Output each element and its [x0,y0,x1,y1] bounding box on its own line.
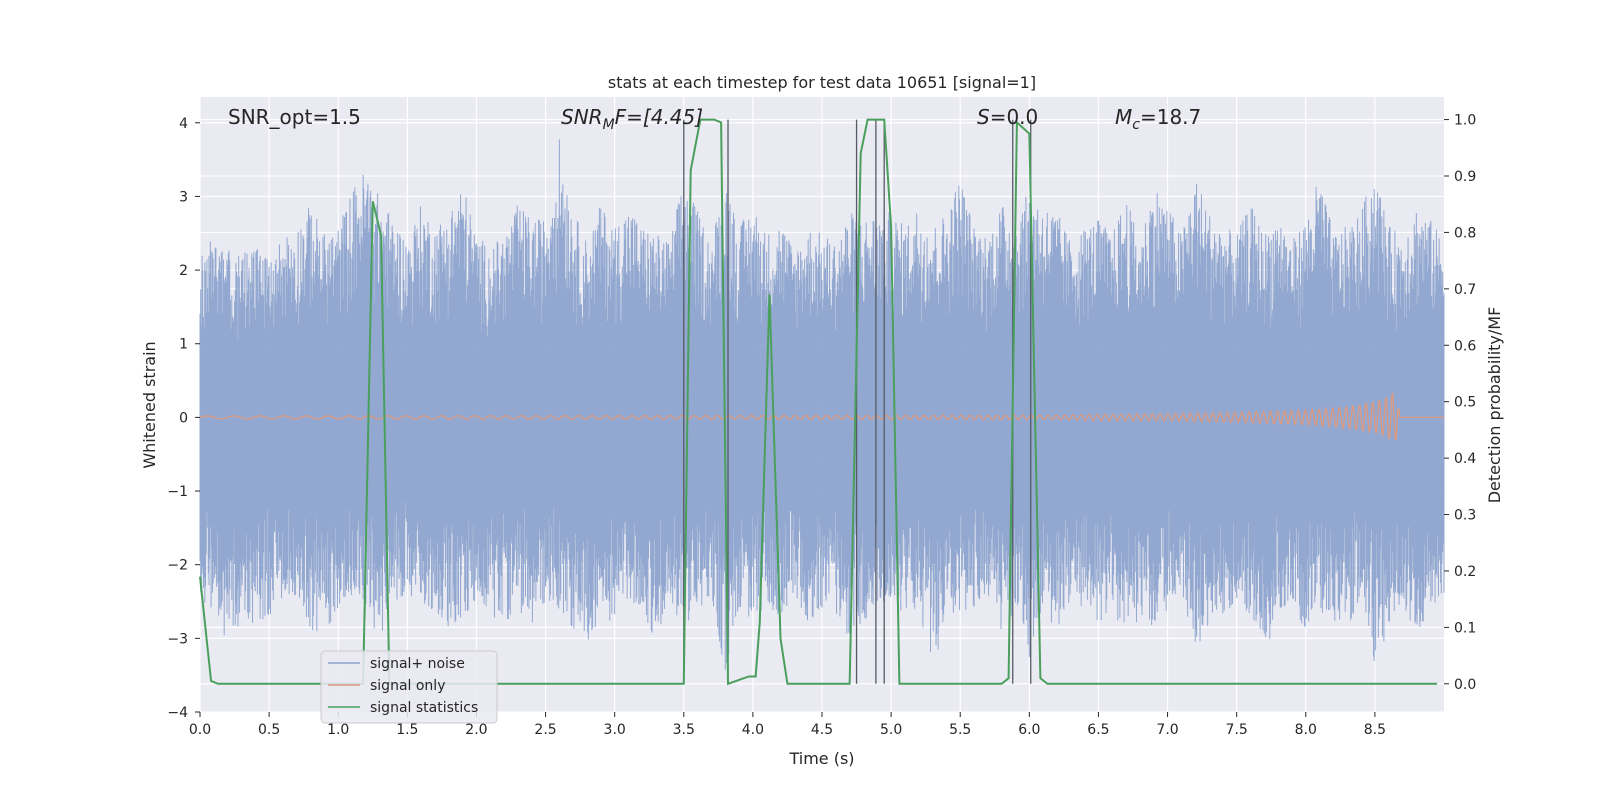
y2-tick-label: 0.6 [1454,338,1476,354]
x-axis-ticks: 0.0 0.5 1.0 1.5 2.0 2.5 3.0 3.5 4.0 4.5 5.0 5.5 6.0 6… [189,712,1386,738]
signal-only-line [199,392,1444,441]
y2-tick-label: 0.0 [1454,677,1476,693]
x-tick-label: 0.0 [189,722,211,738]
legend: signal+ noise signal only signal statist… [320,650,498,724]
y2-tick-label: 0.1 [1454,620,1476,636]
y-tick-label: −3 [167,631,188,647]
x-tick-label: 1.0 [327,722,349,738]
y2-tick-label: 1.0 [1454,113,1476,129]
legend-box [320,650,498,724]
legend-label-signal-statistics: signal statistics [370,700,478,716]
y2-tick-label: 0.5 [1454,395,1476,411]
chart-title: stats at each timestep for test data 106… [608,73,1036,92]
y2-tick-label: 0.4 [1454,451,1476,467]
y-tick-label: 0 [179,410,188,426]
annotation-s: S=0.0 [977,105,1038,129]
y-tick-label: 3 [179,189,188,205]
annotation-snr-mf: SNRMF=[4.45] [561,105,703,133]
y-tick-label: 1 [179,337,188,353]
x-axis-label: Time (s) [788,749,854,768]
x-tick-label: 2.5 [534,722,556,738]
y-axis-label: Whitened strain [140,341,159,468]
x-tick-label: 5.0 [880,722,902,738]
x-tick-label: 5.5 [949,722,971,738]
y2-tick-label: 0.8 [1454,225,1476,241]
legend-label-signal-only: signal only [370,678,445,694]
signal-statistics-line [199,118,1438,686]
y2-tick-label: 0.9 [1454,169,1476,185]
y2-axis-label: Detection probability/MF [1485,307,1504,504]
y-tick-label: −4 [167,705,188,721]
y2-axis-ticks: 0.0 0.1 0.2 0.3 0.4 0.5 0.6 0.7 0.8 0.9 1.0 [1444,113,1476,693]
y2-tick-label: 0.3 [1454,508,1476,524]
x-tick-label: 3.0 [604,722,626,738]
y-axis-ticks: −4 −3 −2 −1 0 1 2 3 4 [167,116,200,721]
annotation-snr-opt: SNR_opt=1.5 [228,105,361,129]
y-tick-label: 2 [179,263,188,279]
y2-tick-label: 0.2 [1454,564,1476,580]
x-tick-label: 7.5 [1226,722,1248,738]
y2-tick-label: 0.7 [1454,282,1476,298]
x-tick-label: 4.5 [811,722,833,738]
signal-only-series [199,392,1444,441]
y-tick-label: 4 [179,116,188,132]
signal-statistics-series [199,118,1438,686]
x-tick-label: 2.0 [465,722,487,738]
x-tick-label: 7.0 [1156,722,1178,738]
x-tick-label: 3.5 [673,722,695,738]
y-tick-label: −1 [167,484,188,500]
vertical-marker-lines [683,119,1032,684]
x-tick-label: 4.0 [742,722,764,738]
signal-noise-series [199,139,1445,670]
x-tick-label: 8.0 [1295,722,1317,738]
legend-label-signal-noise: signal+ noise [370,656,465,672]
x-tick-label: 8.5 [1364,722,1386,738]
y-tick-label: −2 [167,558,188,574]
annotation-mc: Mc=18.7 [1115,105,1201,133]
x-tick-label: 0.5 [258,722,280,738]
x-tick-label: 6.5 [1087,722,1109,738]
x-tick-label: 1.5 [396,722,418,738]
signal-noise-line [199,139,1445,670]
x-tick-label: 6.0 [1018,722,1040,738]
